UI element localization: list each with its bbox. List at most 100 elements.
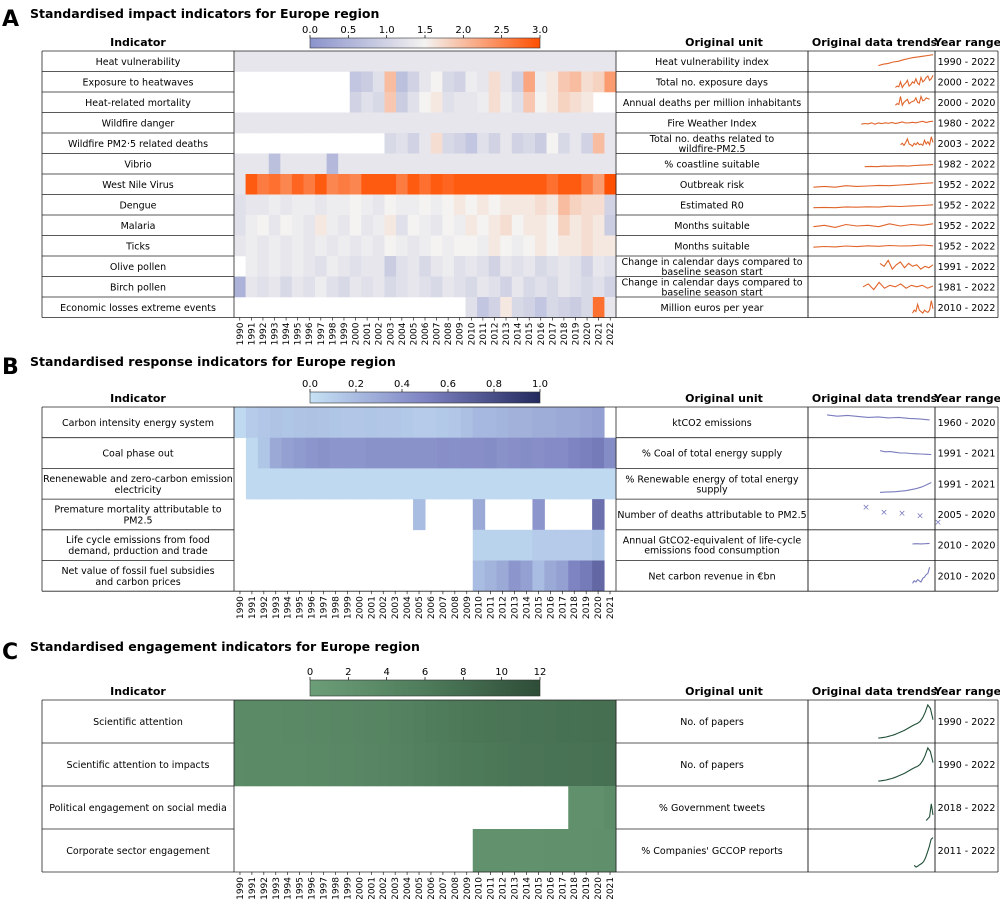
x-tick-label: 2005 [409, 323, 419, 346]
table-row: Exposure to heatwaves Total no. exposure … [83, 74, 995, 89]
heatmap-cell [484, 829, 498, 873]
heatmap-cell [592, 235, 605, 257]
colorbar-tick-label: 0.4 [394, 379, 410, 390]
heatmap-cell [401, 407, 414, 438]
x-tick-label: 2008 [444, 322, 454, 345]
heatmap-cell [448, 700, 462, 744]
original-unit: ktCO2 emissions [672, 418, 752, 429]
indicator-label: West Nile Virus [102, 180, 173, 191]
heatmap-cell [245, 743, 259, 787]
heatmap-cell [592, 153, 605, 175]
heatmap-cell [338, 215, 351, 236]
heatmap-cell [389, 437, 402, 469]
heatmap-cell [558, 51, 571, 72]
x-tick-label: 1993 [272, 596, 282, 619]
heatmap-cell [372, 235, 385, 257]
heatmap-cell [569, 112, 582, 134]
heatmap-cell [581, 153, 594, 175]
heatmap-cell [604, 51, 617, 72]
x-tick-label: 2006 [427, 596, 437, 619]
heatmap-cell [534, 174, 548, 195]
heatmap-cell [581, 112, 594, 134]
trend-line [879, 450, 932, 456]
x-tick-label: 2020 [594, 877, 604, 899]
heatmap-cell [268, 112, 281, 134]
heatmap-cell [257, 235, 270, 257]
x-tick-label: 2012 [499, 877, 509, 899]
x-tick-label: 2015 [525, 323, 535, 346]
heatmap-cell [245, 194, 258, 216]
heatmap-cell [460, 437, 474, 469]
colorbar-tick-label: 12 [534, 667, 547, 678]
trend-line [913, 837, 934, 868]
heatmap-cell [257, 468, 271, 500]
heatmap-cell [430, 71, 443, 93]
colorbar-gradient [309, 679, 541, 697]
heatmap-cell [520, 468, 533, 500]
heatmap-cell [326, 153, 339, 175]
heatmap-cell [568, 468, 581, 500]
colorbar-tick-label: 10 [495, 667, 508, 678]
heatmap-cell [281, 743, 295, 787]
trend-line [864, 164, 934, 168]
heatmap-cell [396, 71, 409, 93]
heatmap-cell [401, 743, 414, 787]
trend-line [900, 136, 934, 148]
heatmap-cell [592, 560, 605, 592]
heatmap-cell [500, 194, 513, 216]
heatmap-cell [293, 468, 307, 500]
heatmap-cell [477, 194, 490, 216]
x-tick-label: 2010 [475, 877, 485, 899]
heatmap-cell [592, 174, 605, 195]
heatmap-cell [448, 407, 462, 438]
heatmap-cell [303, 256, 316, 277]
heatmap-cell [496, 829, 510, 873]
trend-line [862, 281, 934, 291]
heatmap-cell [419, 71, 432, 93]
panel-A: A Standardised impact indicators for Euro… [2, 6, 1000, 345]
heatmap-cell [419, 92, 432, 113]
heatmap-cell [592, 71, 605, 93]
heatmap-cell [281, 700, 295, 744]
colorbar-tick-label: 4 [383, 667, 389, 678]
colorbar-tick-label: 0.0 [302, 379, 318, 390]
heatmap-cell [442, 92, 455, 113]
heatmap-cell [523, 235, 536, 257]
heatmap-cell [419, 235, 432, 257]
heatmap-cell [496, 700, 510, 744]
heatmap-cell [338, 194, 351, 216]
original-unit: Million euros per year [661, 303, 764, 314]
indicator-label: Economic losses extreme events [60, 303, 216, 314]
heatmap-cell [291, 235, 304, 257]
table-row: Scientific attention to impacts No. of pa… [67, 746, 995, 782]
heatmap-cell [377, 468, 390, 500]
heatmap-cell [472, 700, 486, 744]
heatmap-cell [257, 51, 270, 72]
heatmap-cell [293, 743, 307, 787]
heatmap-cell [430, 215, 443, 236]
table-row: Heat vulnerability Heat vulnerability ind… [96, 54, 995, 68]
x-axis: 1990 1991 1992 1993 1994 1995 1996 1997 1998 1999… [236, 317, 616, 346]
heatmap-cell [353, 700, 366, 744]
heatmap-cell [604, 700, 617, 744]
heatmap-cell [291, 51, 304, 72]
heatmap-cell [544, 829, 557, 873]
heatmap-cell [425, 407, 438, 438]
heatmap-cell [430, 235, 443, 257]
heatmap-cell [425, 743, 438, 787]
heatmap-cell [396, 112, 409, 134]
heatmap-cell [293, 407, 307, 438]
indicator-label: Scientific attention [93, 717, 183, 728]
heatmap-cell [396, 276, 409, 298]
heatmap-cell [303, 235, 316, 257]
heatmap-cell [534, 235, 548, 257]
heatmap-cell [349, 71, 362, 93]
heatmap-cell [453, 112, 467, 134]
heatmap-cell [453, 153, 467, 175]
table-row: Heat-related mortality Annual deaths per … [85, 94, 995, 109]
heatmap-cell [569, 133, 582, 154]
x-tick-label: 2014 [522, 877, 532, 899]
indicator-label: Olive pollen [110, 262, 166, 273]
heatmap-cell [544, 743, 557, 787]
